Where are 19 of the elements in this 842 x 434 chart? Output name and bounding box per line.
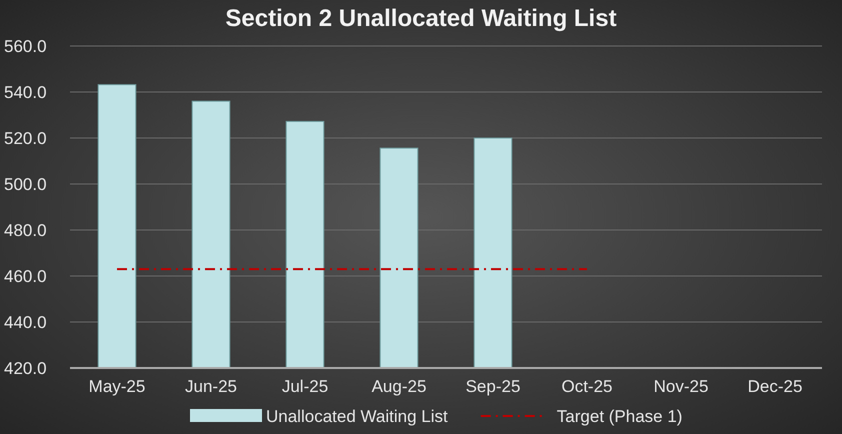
y-tick-label: 560.0	[4, 36, 47, 56]
y-tick-label: 540.0	[4, 82, 47, 102]
y-tick-label: 520.0	[4, 128, 47, 148]
x-tick-label: May-25	[88, 377, 146, 396]
x-tick-label: Sep-25	[466, 377, 520, 396]
legend-label: Target (Phase 1)	[556, 406, 682, 426]
y-tick-label: 480.0	[4, 220, 47, 240]
x-tick-label: Nov-25	[654, 377, 708, 396]
y-tick-label: 420.0	[4, 358, 47, 378]
text: Unallocated Waiting List	[266, 406, 448, 426]
x-tick-label: Dec-25	[748, 377, 802, 396]
x-tick-label: Jul-25	[282, 377, 328, 396]
y-tick-label: 500.0	[4, 174, 47, 194]
y-tick-label: 460.0	[4, 266, 47, 286]
chart-title: Section 2 Unallocated Waiting List	[225, 5, 617, 32]
y-tick-label: 440.0	[4, 312, 47, 332]
x-tick-label: Aug-25	[372, 377, 426, 396]
x-tick-label: Oct-25	[561, 377, 613, 396]
x-tick-label: Jun-25	[185, 377, 237, 396]
